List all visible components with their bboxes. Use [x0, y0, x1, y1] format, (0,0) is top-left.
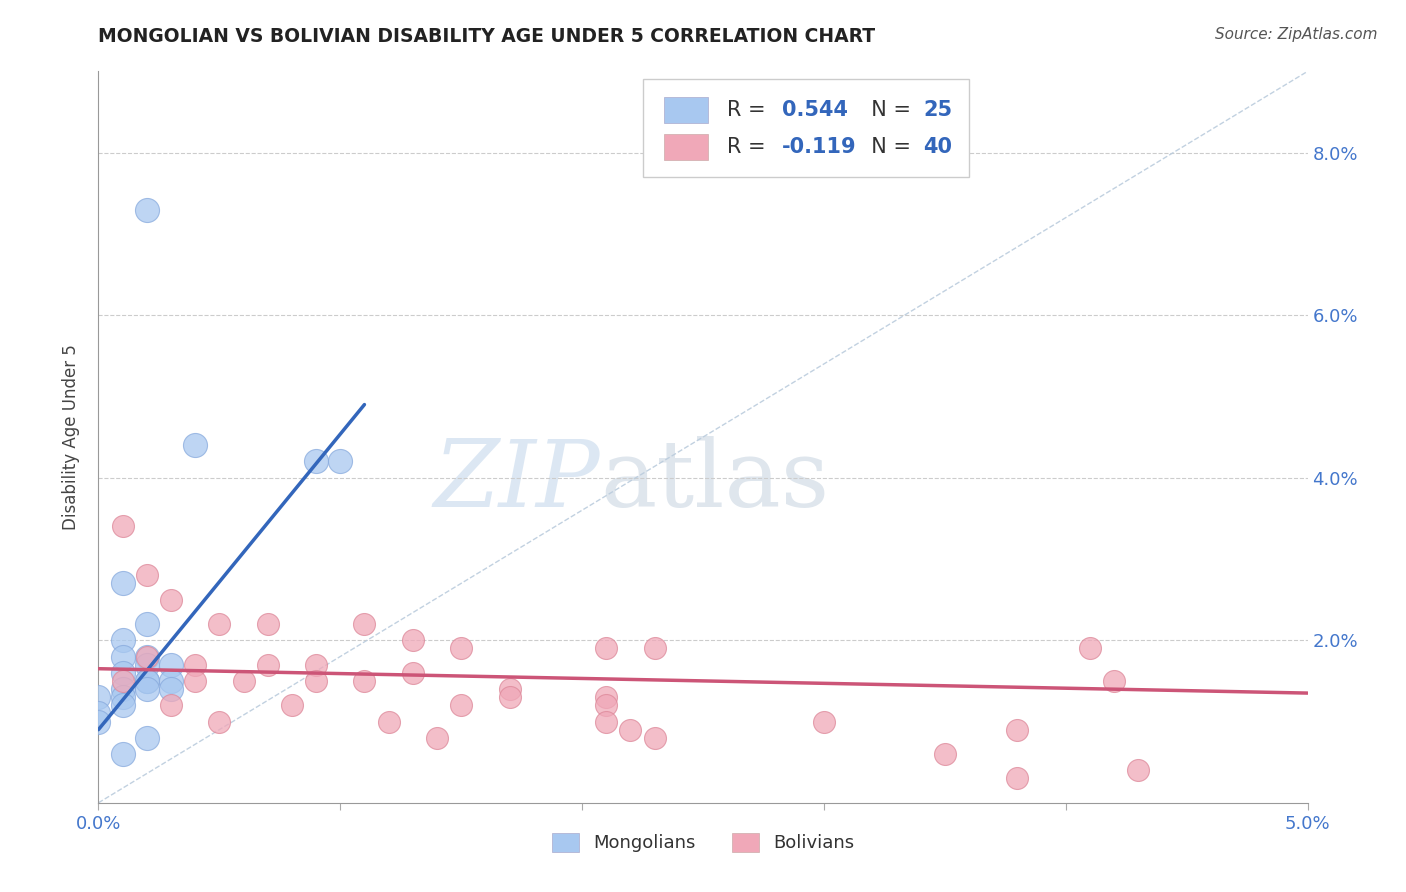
Point	[1007, 723, 1029, 737]
Text: atlas: atlas	[600, 436, 830, 526]
Point	[111, 649, 134, 664]
Point	[619, 723, 641, 737]
Point	[450, 641, 472, 656]
Point	[256, 617, 278, 632]
Point	[184, 438, 207, 452]
Text: Source: ZipAtlas.com: Source: ZipAtlas.com	[1215, 27, 1378, 42]
Point	[184, 657, 207, 672]
Point	[135, 673, 157, 688]
Point	[184, 673, 207, 688]
FancyBboxPatch shape	[643, 78, 969, 178]
Point	[208, 714, 231, 729]
Point	[160, 681, 183, 696]
Point	[595, 690, 617, 705]
Text: 0.544: 0.544	[782, 100, 848, 120]
Point	[135, 657, 157, 672]
Point	[160, 698, 183, 713]
Point	[232, 673, 254, 688]
Point	[1102, 673, 1125, 688]
Point	[135, 649, 157, 664]
Point	[87, 714, 110, 729]
Point	[111, 576, 134, 591]
Text: N =: N =	[858, 136, 917, 157]
Point	[934, 747, 956, 761]
Text: 40: 40	[924, 136, 952, 157]
Point	[402, 665, 425, 680]
Point	[1128, 764, 1150, 778]
Point	[377, 714, 399, 729]
Point	[595, 641, 617, 656]
Point	[135, 681, 157, 696]
Point	[644, 731, 666, 745]
Point	[813, 714, 835, 729]
Point	[135, 202, 157, 217]
Point	[135, 617, 157, 632]
Point	[256, 657, 278, 672]
Point	[111, 698, 134, 713]
Text: 25: 25	[924, 100, 952, 120]
Point	[329, 454, 352, 468]
Point	[135, 673, 157, 688]
Point	[353, 617, 375, 632]
Point	[135, 649, 157, 664]
Point	[305, 454, 328, 468]
Point	[160, 592, 183, 607]
FancyBboxPatch shape	[664, 134, 707, 160]
Point	[281, 698, 304, 713]
Point	[111, 665, 134, 680]
Point	[111, 747, 134, 761]
Point	[111, 519, 134, 533]
Point	[111, 690, 134, 705]
Point	[450, 698, 472, 713]
Legend: Mongolians, Bolivians: Mongolians, Bolivians	[544, 826, 862, 860]
Point	[87, 690, 110, 705]
Point	[111, 681, 134, 696]
Point	[402, 633, 425, 648]
Point	[160, 657, 183, 672]
Point	[87, 706, 110, 721]
Text: R =: R =	[727, 100, 772, 120]
Text: ZIP: ZIP	[433, 436, 600, 526]
Text: MONGOLIAN VS BOLIVIAN DISABILITY AGE UNDER 5 CORRELATION CHART: MONGOLIAN VS BOLIVIAN DISABILITY AGE UND…	[98, 27, 876, 45]
Point	[208, 617, 231, 632]
Point	[595, 714, 617, 729]
Point	[353, 673, 375, 688]
Point	[305, 657, 328, 672]
FancyBboxPatch shape	[664, 97, 707, 123]
Text: N =: N =	[858, 100, 917, 120]
Point	[135, 731, 157, 745]
Text: R =: R =	[727, 136, 772, 157]
Point	[644, 641, 666, 656]
Text: -0.119: -0.119	[782, 136, 856, 157]
Point	[111, 673, 134, 688]
Point	[111, 633, 134, 648]
Point	[426, 731, 449, 745]
Point	[498, 681, 520, 696]
Point	[1007, 772, 1029, 786]
Y-axis label: Disability Age Under 5: Disability Age Under 5	[62, 344, 80, 530]
Point	[1078, 641, 1101, 656]
Point	[160, 673, 183, 688]
Point	[135, 568, 157, 582]
Point	[595, 698, 617, 713]
Point	[498, 690, 520, 705]
Point	[305, 673, 328, 688]
